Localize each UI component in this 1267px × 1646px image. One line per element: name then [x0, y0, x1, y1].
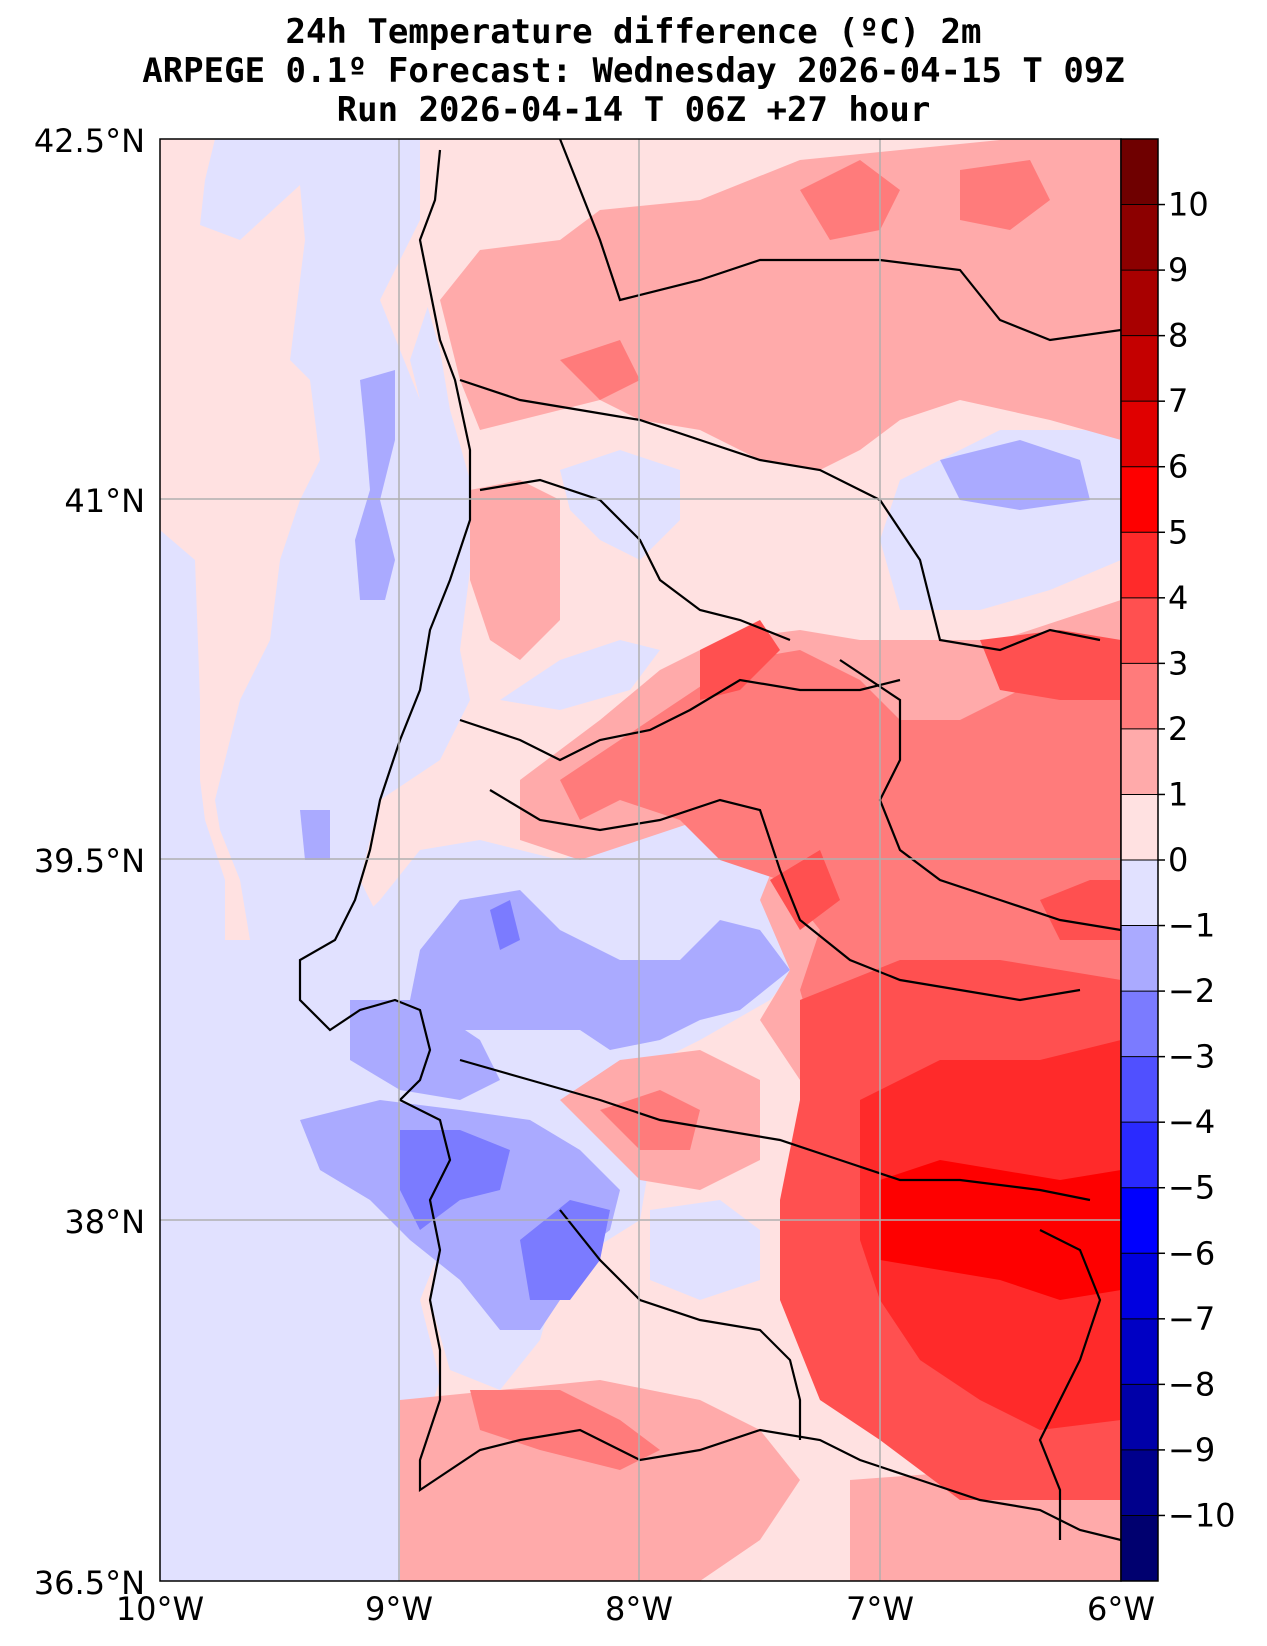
lon-label-9w: 9°W: [365, 1590, 433, 1628]
offshore-warm-strip: [160, 139, 320, 940]
colorbar-tick-label: −8: [1168, 1365, 1215, 1403]
lon-label-6w: 6°W: [1087, 1590, 1155, 1628]
colorbar-tick-label: −2: [1168, 972, 1215, 1010]
colorbar-tick-label: −10: [1168, 1496, 1236, 1534]
cold-blob-offshore-small: [300, 810, 330, 860]
colorbar-tick-label: −7: [1168, 1300, 1215, 1338]
land-cool-region-sw: [650, 1200, 760, 1300]
border-south-1: [459, 1058, 1091, 1202]
border-east: [839, 659, 1121, 932]
map-area: [160, 139, 1121, 1581]
colorbar-tick-label: 2: [1168, 710, 1188, 748]
land-cool-region-north: [560, 450, 680, 560]
warmer-algarve: [470, 1390, 660, 1470]
colorbar-band: [1121, 532, 1158, 599]
deep-cold-blob-2: [520, 1200, 610, 1300]
colorbar-frame: [1120, 138, 1159, 1582]
colorbar-band: [1121, 139, 1158, 206]
colorbar-tick-label: 3: [1168, 644, 1188, 682]
colorbar-band: [1121, 991, 1158, 1058]
border-centre-3: [489, 789, 1081, 1002]
deep-cold-blob-1: [400, 1130, 510, 1230]
colorbar-tick-label: 8: [1168, 317, 1188, 355]
colorbar-band: [1121, 204, 1158, 271]
colorbar-band: [1121, 1318, 1158, 1385]
lon-label-10w: 10°W: [116, 1590, 204, 1628]
warmer-north-1: [560, 340, 640, 400]
colorbar-tick-label: 1: [1168, 775, 1188, 813]
colorbar-band: [1121, 925, 1158, 992]
deep-cold-blob-3: [490, 900, 520, 950]
colorbar-tick-label: −1: [1168, 907, 1215, 945]
colorbar-tick-label: 6: [1168, 448, 1188, 486]
hot-east-2: [1040, 880, 1121, 940]
lat-label-38: 38°N: [64, 1203, 145, 1241]
lon-label-7w: 7°W: [846, 1590, 914, 1628]
border-spain: [1038, 1229, 1102, 1540]
hot-east: [980, 630, 1121, 700]
border-north-2: [459, 378, 1101, 652]
colorbar-tick-label: −6: [1168, 1234, 1215, 1272]
colorbar-tick-label: 4: [1168, 579, 1188, 617]
title-line-1: 24h Temperature difference (ºC) 2m: [285, 12, 982, 52]
latitude-labels: 42.5°N 41°N 39.5°N 38°N 36.5°N: [34, 122, 145, 1602]
cold-blob-lisbon: [350, 1000, 500, 1100]
colorbar-band: [1121, 1384, 1158, 1451]
colorbar-band: [1121, 335, 1158, 402]
title-line-2: ARPEGE 0.1º Forecast: Wednesday 2026-04-…: [142, 51, 1125, 91]
colorbar-band: [1121, 728, 1158, 795]
colorbar-tick-label: −3: [1168, 1038, 1215, 1076]
colorbar-tick-label: 9: [1168, 251, 1188, 289]
colorbar-tick-label: −9: [1168, 1431, 1215, 1469]
colorbar-bands: [1121, 139, 1158, 1582]
colorbar-tick-label: −4: [1168, 1103, 1215, 1141]
colorbar-tick-label: 5: [1168, 513, 1188, 551]
coastline: [298, 149, 1121, 1542]
border-south-2: [559, 1209, 802, 1440]
title-line-3: Run 2026-04-14 T 06Z +27 hour: [336, 90, 931, 130]
lat-label-42-5: 42.5°N: [34, 122, 145, 160]
colorbar-band: [1121, 597, 1158, 664]
hot-blob-1: [700, 620, 780, 700]
border-centre-2: [459, 678, 901, 762]
colorbar-band: [1121, 860, 1158, 927]
colorbar-tick-label: 10: [1168, 186, 1209, 224]
warmer-north-2: [800, 160, 900, 240]
colorbar-band: [1121, 1056, 1158, 1123]
lat-label-36-5: 36.5°N: [34, 1564, 145, 1602]
border-north-1: [558, 139, 1121, 342]
cold-blob-offshore: [355, 370, 395, 600]
lat-label-39-5: 39.5°N: [34, 842, 145, 880]
colorbar-band: [1121, 1253, 1158, 1320]
colorbar-band: [1121, 1515, 1158, 1582]
hot-blob-2: [770, 850, 840, 930]
colorbar-band: [1121, 794, 1158, 861]
colorbar-tick-label: −5: [1168, 1169, 1215, 1207]
colorbar-band: [1121, 466, 1158, 533]
colorbar-band: [1121, 401, 1158, 468]
lat-label-41: 41°N: [64, 482, 145, 520]
colorbar-band: [1121, 270, 1158, 337]
colorbar-band: [1121, 1187, 1158, 1254]
colorbar-band: [1121, 1122, 1158, 1189]
longitude-labels: 10°W 9°W 8°W 7°W 6°W: [116, 1590, 1155, 1628]
colorbar-tick-label: 0: [1168, 841, 1188, 879]
cold-blob-northeast: [940, 440, 1090, 510]
coastline-and-borders: [298, 139, 1121, 1542]
colorbar-band: [1121, 663, 1158, 730]
border-centre-1: [479, 478, 791, 642]
warmer-north-3: [960, 160, 1050, 230]
colorbar-band: [1121, 1449, 1158, 1516]
warmer-alentejo: [600, 1090, 700, 1150]
land-cool-region-centre: [500, 640, 660, 710]
lon-label-8w: 8°W: [605, 1590, 673, 1628]
gridlines: [160, 139, 1121, 1581]
warm-north-coast: [470, 480, 560, 660]
colorbar-tick-label: 7: [1168, 382, 1188, 420]
